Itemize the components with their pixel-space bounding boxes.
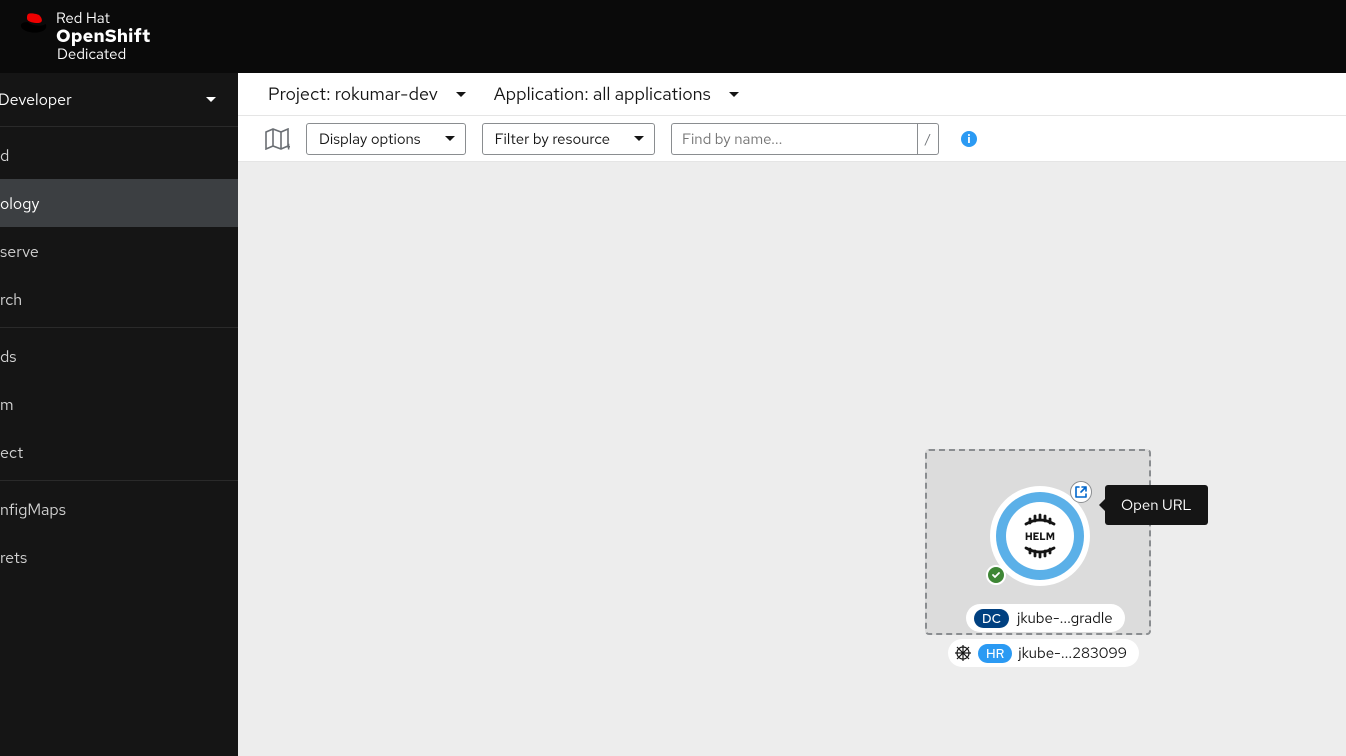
svg-text:HELM: HELM	[1025, 531, 1055, 544]
sidebar-item-project[interactable]: ect	[0, 428, 238, 476]
sidebar-item-builds[interactable]: ds	[0, 332, 238, 380]
helm-small-icon	[954, 644, 972, 662]
topology-group[interactable]: HELM DC jkube-...	[925, 449, 1151, 635]
open-url-decorator[interactable]	[1070, 481, 1092, 503]
display-options-label: Display options	[319, 129, 421, 149]
resource-badge-dc: DC	[974, 609, 1009, 628]
application-label: Application: all applications	[494, 83, 711, 106]
chevron-down-icon	[634, 136, 644, 141]
filter-resource-label: Filter by resource	[495, 129, 610, 149]
redhat-icon	[20, 12, 48, 34]
node-ring: HELM	[996, 492, 1084, 580]
sidebar-item-add[interactable]: d	[0, 131, 238, 179]
project-label: Project: rokumar-dev	[268, 83, 438, 106]
chevron-down-icon	[729, 92, 739, 97]
tooltip: Open URL	[1105, 485, 1208, 525]
perspective-label: Developer	[0, 89, 72, 110]
node-inner: HELM	[1006, 502, 1074, 570]
topbar: Red Hat OpenShift Dedicated	[0, 0, 1346, 73]
display-options-dropdown[interactable]: Display options	[306, 123, 466, 155]
sidebar: Developer d ology serve rch ds m ect nfi…	[0, 73, 238, 756]
perspective-switcher[interactable]: Developer	[0, 73, 238, 127]
sidebar-item-observe[interactable]: serve	[0, 227, 238, 275]
context-bar: Project: rokumar-dev Application: all ap…	[238, 73, 1346, 115]
node-label-text: jkube-...gradle	[1017, 608, 1113, 628]
brand-logo[interactable]: Red Hat OpenShift Dedicated	[20, 10, 150, 63]
sidebar-item-secrets[interactable]: rets	[0, 533, 238, 581]
view-shortcuts-icon[interactable]: +	[264, 128, 290, 150]
release-label-text: jkube-...283099	[1018, 643, 1127, 663]
resource-badge-hr: HR	[978, 644, 1012, 663]
content-area: Project: rokumar-dev Application: all ap…	[238, 73, 1346, 756]
filter-resource-dropdown[interactable]: Filter by resource	[482, 123, 655, 155]
sidebar-item-configmaps[interactable]: nfigMaps	[0, 485, 238, 533]
info-icon[interactable]: i	[961, 131, 977, 147]
brand-line3: Dedicated	[57, 46, 150, 63]
search-shortcut-key: /	[917, 123, 939, 155]
svg-text:+: +	[285, 139, 290, 150]
check-icon	[991, 570, 1001, 580]
sidebar-item-topology[interactable]: ology	[0, 179, 238, 227]
search-group: /	[671, 123, 939, 155]
chevron-down-icon	[456, 92, 466, 97]
status-badge-success	[986, 565, 1006, 585]
chevron-down-icon	[445, 136, 455, 141]
brand-text: Red Hat OpenShift Dedicated	[56, 10, 150, 63]
external-link-icon	[1075, 486, 1087, 498]
helm-release-label[interactable]: HR jkube-...283099	[948, 639, 1139, 667]
node-label[interactable]: DC jkube-...gradle	[966, 604, 1125, 632]
sidebar-item-helm[interactable]: m	[0, 380, 238, 428]
application-selector[interactable]: Application: all applications	[494, 83, 739, 106]
chevron-down-icon	[206, 97, 216, 102]
sidebar-item-search[interactable]: rch	[0, 275, 238, 323]
topology-canvas[interactable]: HELM DC jkube-...	[238, 162, 1346, 756]
toolbar: + Display options Filter by resource / i	[238, 115, 1346, 162]
helm-icon: HELM	[1016, 512, 1064, 560]
svg-text:i: i	[967, 133, 970, 147]
search-input[interactable]	[671, 123, 917, 155]
project-selector[interactable]: Project: rokumar-dev	[268, 83, 466, 106]
